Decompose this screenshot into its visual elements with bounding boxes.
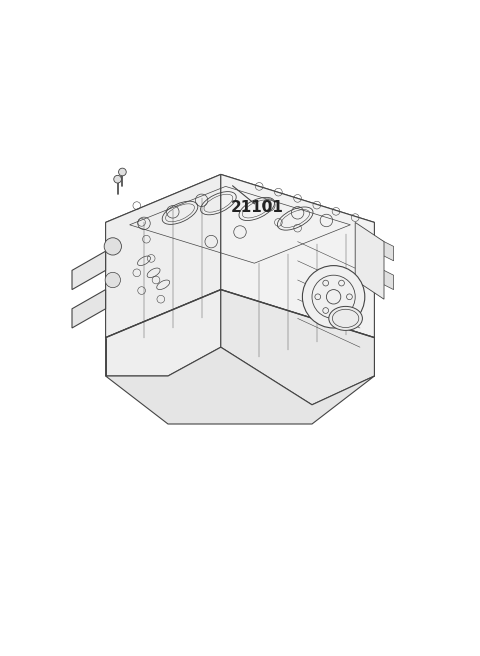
Polygon shape bbox=[374, 266, 394, 289]
Polygon shape bbox=[221, 174, 374, 338]
Circle shape bbox=[119, 168, 126, 176]
Polygon shape bbox=[72, 289, 106, 328]
Polygon shape bbox=[106, 174, 374, 270]
Circle shape bbox=[302, 266, 365, 328]
Ellipse shape bbox=[329, 306, 362, 331]
Polygon shape bbox=[106, 347, 374, 424]
Circle shape bbox=[114, 175, 121, 183]
Polygon shape bbox=[72, 251, 106, 289]
Polygon shape bbox=[106, 289, 221, 376]
Circle shape bbox=[104, 237, 121, 255]
Text: 21101: 21101 bbox=[230, 200, 283, 215]
Polygon shape bbox=[355, 222, 384, 299]
Polygon shape bbox=[106, 174, 221, 338]
Polygon shape bbox=[374, 237, 394, 261]
Circle shape bbox=[105, 272, 120, 288]
Polygon shape bbox=[221, 289, 374, 405]
